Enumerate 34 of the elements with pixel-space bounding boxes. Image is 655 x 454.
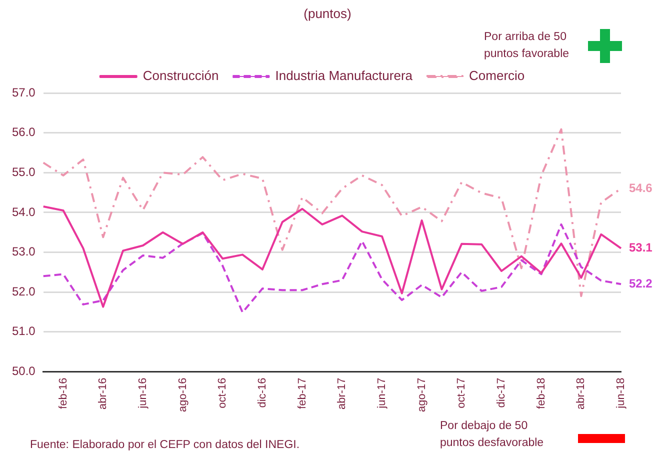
legend-label: Comercio — [469, 68, 525, 84]
x-tick-label: dic-16 — [256, 378, 268, 408]
x-tick-label: abr-18 — [575, 378, 588, 410]
x-tick-label: jun-17 — [376, 378, 388, 410]
y-tick-label: 56.0 — [12, 125, 36, 140]
y-tick-label: 52.0 — [12, 284, 36, 298]
y-tick-label: 55.0 — [12, 164, 36, 179]
x-tick-label: abr-17 — [336, 378, 348, 410]
chart-title: (puntos) — [302, 6, 352, 21]
x-tick-label: feb-18 — [535, 378, 548, 409]
text: Por arriba de 50 puntos favorable — [484, 30, 570, 62]
y-tick-label: 50.0 — [12, 364, 36, 378]
x-tick-label: jun-16 — [136, 378, 149, 410]
source-note: Fuente: Elaborado por el CEFP con datos del INEGI. — [30, 438, 300, 453]
y-tick-label: 57.0 — [12, 85, 36, 100]
x-tick-label: oct-17 — [456, 378, 468, 408]
data-label: 54.6 — [629, 180, 653, 195]
legend-label: Construcción — [142, 68, 219, 84]
data-label: 52.2 — [629, 276, 653, 290]
y-tick-label: 53.0 — [12, 244, 36, 259]
x-tick-label: ago-17 — [416, 378, 428, 412]
x-tick-label: oct-16 — [216, 378, 229, 408]
x-tick-label: dic-17 — [496, 378, 508, 408]
line-series — [42, 223, 622, 314]
text: Por debajo de 50 puntos desfavorable — [440, 419, 545, 451]
legend-label: Industria Manufacturera — [275, 68, 414, 84]
x-tick-label: feb-17 — [296, 378, 308, 409]
x-tick-label: ago-16 — [176, 378, 189, 412]
x-tick-label: abr-16 — [97, 378, 110, 410]
y-tick-label: 54.0 — [12, 204, 36, 219]
x-tick-label: feb-16 — [57, 378, 70, 409]
data-label: 53.1 — [629, 240, 653, 255]
y-tick-label: 51.0 — [12, 324, 36, 338]
x-tick-label: jun-18 — [615, 378, 628, 410]
